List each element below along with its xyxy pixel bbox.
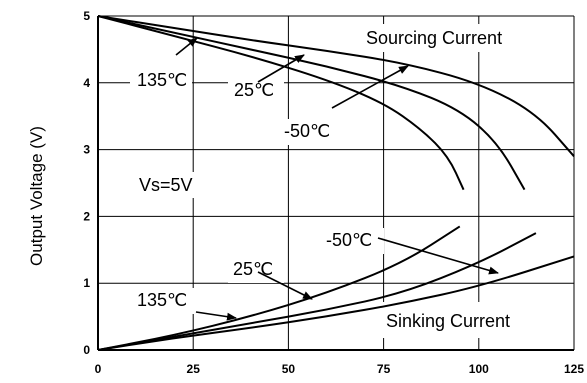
annotation-arrow — [331, 65, 409, 109]
annotation-arrow — [257, 54, 305, 83]
tick-labels: 0 25 50 75 100 125 0 1 2 3 4 5 — [83, 9, 584, 376]
y-tick-label: 1 — [83, 276, 90, 290]
series-line — [97, 255, 575, 351]
y-tick-label: 0 — [83, 343, 90, 357]
sourcing-current-label: Sourcing Current — [366, 28, 502, 48]
series-line — [97, 15, 526, 191]
label-bg — [228, 257, 284, 283]
snk-135c-label: 135℃ — [137, 290, 187, 310]
annotation-arrow — [175, 37, 198, 56]
y-tick-label: 2 — [83, 209, 90, 223]
series-line — [97, 15, 465, 191]
x-tick-label: 125 — [564, 362, 584, 376]
src-25c-label: 25℃ — [234, 80, 274, 100]
label-bg — [228, 78, 284, 104]
y-tick-label: 5 — [83, 9, 90, 23]
x-tick-label: 50 — [282, 362, 296, 376]
y-tick-label: 3 — [83, 143, 90, 157]
axes — [97, 16, 574, 351]
x-tick-label: 25 — [187, 362, 201, 376]
vs-label: Vs=5V — [139, 175, 193, 195]
label-backgrounds — [130, 24, 560, 338]
src-neg50c-label: -50℃ — [284, 121, 330, 141]
y-axis-label: Output Voltage (V) — [27, 126, 46, 266]
y-tick-label: 4 — [83, 76, 90, 90]
label-bg — [132, 288, 194, 314]
sinking-current-label: Sinking Current — [386, 311, 510, 331]
label-bg — [132, 172, 222, 198]
series-line — [97, 15, 575, 157]
annotation-arrow — [195, 311, 237, 321]
x-tick-label: 75 — [377, 362, 391, 376]
snk-neg50c-label: -50℃ — [326, 230, 372, 250]
label-bg — [380, 302, 560, 338]
x-tick-label: 100 — [469, 362, 489, 376]
label-bg — [278, 119, 340, 145]
annotation-arrows — [175, 37, 499, 321]
x-tick-label: 0 — [95, 362, 102, 376]
src-135c-label: 135℃ — [137, 70, 187, 90]
series-lines — [97, 15, 575, 351]
snk-25c-label: 25℃ — [233, 259, 273, 279]
label-bg — [320, 228, 384, 254]
annotation-arrow — [377, 237, 499, 275]
label-bg — [360, 24, 550, 52]
label-bg — [130, 68, 192, 94]
annotation-arrow — [257, 271, 313, 300]
